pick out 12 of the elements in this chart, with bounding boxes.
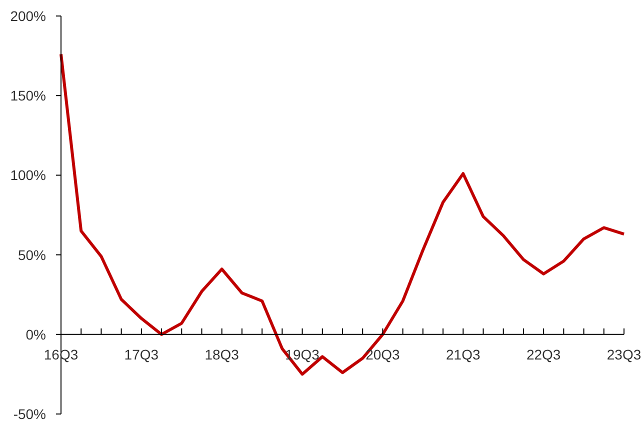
y-tick-label: 150% bbox=[10, 88, 46, 104]
y-tick-label: 0% bbox=[26, 326, 46, 342]
x-tick-label: 17Q3 bbox=[124, 346, 159, 362]
x-tick-label: 22Q3 bbox=[526, 346, 561, 362]
y-tick-label: 200% bbox=[10, 8, 46, 24]
x-tick-label: 23Q3 bbox=[606, 346, 642, 362]
x-tick-label: 18Q3 bbox=[204, 346, 240, 362]
y-tick-label: 50% bbox=[18, 246, 46, 263]
y-tick-label: 100% bbox=[10, 167, 46, 184]
y-tick-label: -50% bbox=[13, 406, 46, 422]
x-tick-label: 21Q3 bbox=[446, 346, 480, 362]
x-tick-label: 20Q3 bbox=[366, 346, 400, 362]
